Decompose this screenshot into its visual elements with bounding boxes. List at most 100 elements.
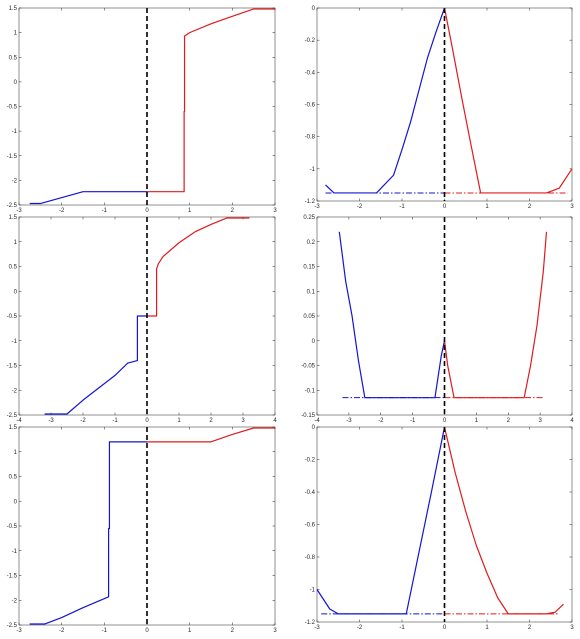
x-tick-label: -2: [59, 628, 65, 634]
x-tick-label: -2: [357, 625, 363, 631]
x-tick-label: -4: [16, 418, 22, 424]
x-tick-label: -1: [102, 208, 108, 214]
x-tick-label: 2: [231, 208, 235, 214]
series-blue-solid-line: [29, 191, 147, 205]
panel-4: -4 -3 -2 -1 0 1 2 3 4 -0.15 -0.1 -0.05 0 0.05 0.1 0.15 0…: [301, 215, 574, 424]
y-tick-label: -2: [12, 388, 18, 394]
series-red-solid-line: [443, 426, 564, 615]
x-tick-label: -2: [59, 208, 65, 214]
y-tick-label: -2.5: [7, 623, 18, 629]
y-tick-label: 1.5: [9, 6, 18, 12]
panel-6: -3 -2 -1 0 1 2 3 -1.2 -1 -0.8 -0.6 -0.4 -0.2 0: [305, 425, 575, 631]
y-tick-label: -0.15: [301, 413, 315, 419]
x-tick-label: -1: [112, 418, 118, 424]
series-red-solid-line: [443, 231, 548, 399]
y-tick-label: -0.5: [7, 105, 18, 111]
x-tick-label: 3: [273, 628, 277, 634]
x-tick-label: -1: [102, 628, 108, 634]
x-tick-label: 0: [145, 418, 149, 424]
x-tick-label: 1: [177, 418, 181, 424]
y-tick-label: -0.1: [305, 388, 316, 394]
x-tick-label: -3: [16, 628, 22, 634]
series-red-solid-line: [443, 7, 573, 194]
y-tick-label: 1.5: [9, 215, 18, 221]
y-tick-label: -1: [310, 588, 316, 594]
y-tick-label: -1: [12, 129, 18, 135]
x-tick-label: 4: [273, 418, 277, 424]
x-tick-label: 3: [570, 204, 574, 210]
y-tick-label: 1: [14, 450, 18, 456]
x-tick-label: 1: [485, 625, 489, 631]
y-tick-label: -1.5: [7, 364, 18, 370]
y-tick-label: 0: [312, 425, 316, 431]
x-tick-label: -3: [314, 625, 320, 631]
y-tick-label: -0.6: [305, 523, 316, 529]
x-tick-label: 2: [209, 418, 213, 424]
x-tick-label: 1: [188, 208, 192, 214]
y-tick-label: -1: [12, 339, 18, 345]
y-tick-label: -0.8: [305, 135, 316, 141]
x-tick-label: 0: [145, 208, 149, 214]
y-tick-label: -0.2: [305, 458, 316, 464]
y-tick-label: 0.5: [9, 55, 18, 61]
x-tick-label: 0: [443, 204, 447, 210]
x-tick-label: 0: [443, 418, 447, 424]
y-tick-label: -2: [12, 598, 18, 604]
series-blue-solid-line: [29, 441, 147, 625]
series-red-solid-line: [147, 8, 275, 193]
y-tick-label: 0.05: [303, 314, 315, 320]
x-tick-label: -1: [399, 625, 405, 631]
y-tick-label: -0.4: [305, 490, 316, 496]
x-tick-label: 2: [528, 625, 532, 631]
y-tick-label: 0: [14, 289, 18, 295]
x-tick-label: 2: [507, 418, 511, 424]
x-tick-label: 0: [443, 625, 447, 631]
x-tick-label: -3: [48, 418, 54, 424]
y-tick-label: -0.2: [305, 38, 316, 44]
x-tick-label: -3: [346, 418, 352, 424]
y-tick-label: 0.25: [303, 215, 315, 221]
x-tick-label: 2: [231, 628, 235, 634]
panel-3: -4 -3 -2 -1 0 1 2 3 4 -2.5 -2 -1.5 -1 -0.5 0 0.5 1 1.5: [7, 215, 278, 424]
y-tick-label: -0.4: [305, 70, 316, 76]
y-tick-label: 0.1: [307, 289, 316, 295]
x-tick-label: 3: [241, 418, 245, 424]
series-red-solid-line: [147, 427, 275, 443]
y-tick-label: -1.2: [305, 199, 316, 205]
y-tick-label: -0.8: [305, 555, 316, 561]
x-tick-label: 1: [485, 204, 489, 210]
x-tick-label: 3: [538, 418, 542, 424]
panel-5: -3 -2 -1 0 1 2 3 -2.5 -2 -1.5 -1 -0.5 0 0.5 1 1.5: [7, 425, 278, 634]
y-tick-label: 1: [14, 240, 18, 246]
x-tick-label: -3: [314, 204, 320, 210]
y-tick-label: 1.5: [9, 425, 18, 431]
y-tick-label: -2.5: [7, 413, 18, 419]
series-blue-solid-line: [44, 315, 147, 415]
panel-2: -3 -2 -1 0 1 2 3 -1.2 -1 -0.8 -0.6 -0.4 -0.2 0: [305, 6, 575, 210]
x-tick-label: -3: [16, 208, 22, 214]
y-tick-label: -0.6: [305, 103, 316, 109]
x-tick-label: 3: [570, 625, 574, 631]
x-tick-label: -2: [80, 418, 86, 424]
x-tick-label: -1: [399, 204, 405, 210]
y-tick-label: -0.05: [301, 364, 315, 370]
y-tick-label: 0: [14, 80, 18, 86]
y-tick-label: 0.15: [303, 265, 315, 271]
y-tick-label: -1: [310, 167, 316, 173]
x-tick-label: -2: [378, 418, 384, 424]
x-tick-label: 2: [528, 204, 532, 210]
y-tick-label: -1.2: [305, 620, 316, 626]
panel-1: -3 -2 -1 0 1 2 3 -2.5 -2 -1.5 -1 -0.5 0 0.5 1 1.5: [7, 6, 278, 214]
y-tick-label: 0: [312, 6, 316, 12]
x-tick-label: 1: [188, 628, 192, 634]
y-tick-label: 0.5: [9, 265, 18, 271]
x-tick-label: 0: [145, 628, 149, 634]
series-blue-solid-line: [316, 426, 446, 615]
series-blue-solid-line: [338, 231, 446, 399]
y-tick-label: -0.5: [7, 524, 18, 530]
y-tick-label: 0.2: [307, 240, 316, 246]
y-tick-label: -1.5: [7, 574, 18, 580]
y-tick-label: 1: [14, 31, 18, 37]
x-tick-label: -2: [357, 204, 363, 210]
